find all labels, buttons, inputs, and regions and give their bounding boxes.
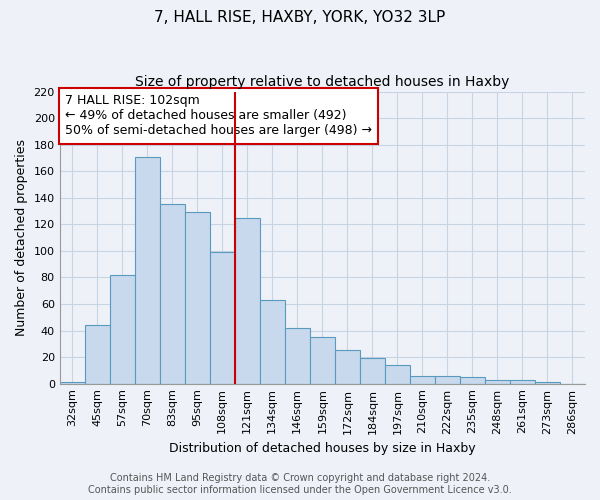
Bar — [285, 328, 310, 384]
Text: 7 HALL RISE: 102sqm
← 49% of detached houses are smaller (492)
50% of semi-detac: 7 HALL RISE: 102sqm ← 49% of detached ho… — [65, 94, 372, 138]
X-axis label: Distribution of detached houses by size in Haxby: Distribution of detached houses by size … — [169, 442, 476, 455]
Bar — [260, 300, 285, 384]
Bar — [335, 350, 360, 384]
Y-axis label: Number of detached properties: Number of detached properties — [15, 139, 28, 336]
Bar — [185, 212, 210, 384]
Bar — [460, 377, 485, 384]
Bar — [235, 218, 260, 384]
Bar — [85, 326, 110, 384]
Bar — [535, 382, 560, 384]
Bar — [210, 252, 235, 384]
Bar — [310, 337, 335, 384]
Text: Contains HM Land Registry data © Crown copyright and database right 2024.
Contai: Contains HM Land Registry data © Crown c… — [88, 474, 512, 495]
Bar — [435, 376, 460, 384]
Title: Size of property relative to detached houses in Haxby: Size of property relative to detached ho… — [135, 75, 509, 89]
Text: 7, HALL RISE, HAXBY, YORK, YO32 3LP: 7, HALL RISE, HAXBY, YORK, YO32 3LP — [154, 10, 446, 25]
Bar — [385, 365, 410, 384]
Bar — [360, 358, 385, 384]
Bar — [410, 376, 435, 384]
Bar — [485, 380, 510, 384]
Bar — [510, 380, 535, 384]
Bar — [110, 275, 135, 384]
Bar — [135, 156, 160, 384]
Bar — [160, 204, 185, 384]
Bar — [59, 382, 85, 384]
